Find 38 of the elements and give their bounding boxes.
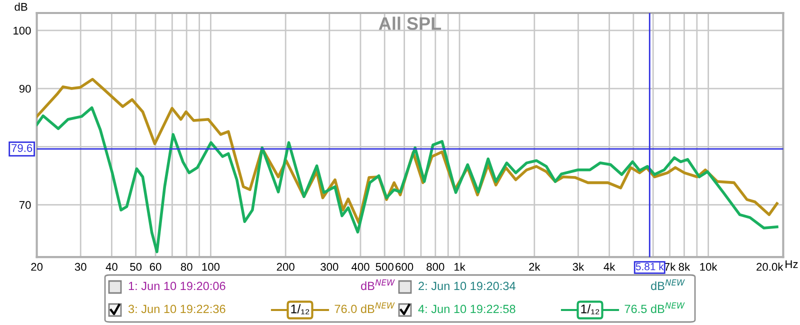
x-tick-label: 2k — [529, 262, 540, 271]
text: 4: Jun 10 19:22:58 — [418, 304, 516, 314]
y-axis-title: dB — [14, 2, 28, 11]
y-tick-label: 70 — [19, 201, 31, 209]
x-tick-label: 20 — [31, 262, 43, 271]
x-tick-label: 3k — [572, 262, 584, 271]
x-tick-label: 30 — [74, 262, 86, 271]
x-tick-label: 100 — [202, 262, 220, 271]
x-tick-label: 800 — [426, 262, 444, 271]
x-tick-label: 40 — [106, 262, 118, 271]
text: 76.5 dB$^{NEW}$ — [624, 302, 685, 314]
x-tick-label: 10k — [700, 262, 718, 271]
x-tick-label: 200 — [276, 262, 294, 271]
text: 2: Jun 10 19:20:34 — [418, 282, 516, 290]
x-tick-label: 50 — [130, 262, 142, 271]
y-tick-label: 100 — [14, 26, 31, 35]
text: 1/₁₂ — [291, 304, 310, 314]
text: dB$^{NEW}$ — [651, 279, 685, 290]
x-tick-label: 80 — [180, 262, 192, 271]
text: 1: Jun 10 19:20:06 — [128, 282, 226, 290]
x-tick-label: 4k — [604, 262, 616, 271]
x-tick-label: 600 — [396, 262, 414, 271]
x-tick-label: 8k — [678, 262, 690, 271]
x-axis-title: Hz — [786, 260, 798, 268]
x-tick-label: 400 — [351, 262, 370, 271]
text: dB$^{NEW}$ — [361, 279, 395, 290]
x-tick-label: 1k — [454, 262, 466, 271]
x-tick-label: 300 — [320, 262, 338, 271]
text: 1/₁₂ — [581, 304, 600, 314]
ref-line-label: 5.81 k — [636, 262, 664, 270]
x-tick-label: 20.0k — [756, 262, 784, 271]
chart-title: All SPL — [378, 16, 442, 30]
ref-line-label: 79.6 — [12, 144, 32, 152]
x-tick-label: 60 — [150, 262, 162, 271]
text: 3: Jun 10 19:22:36 — [128, 304, 226, 314]
y-tick-label: 90 — [19, 84, 31, 93]
text: 76.0 dB$^{NEW}$ — [334, 302, 395, 314]
x-tick-label: 500 — [376, 262, 394, 271]
